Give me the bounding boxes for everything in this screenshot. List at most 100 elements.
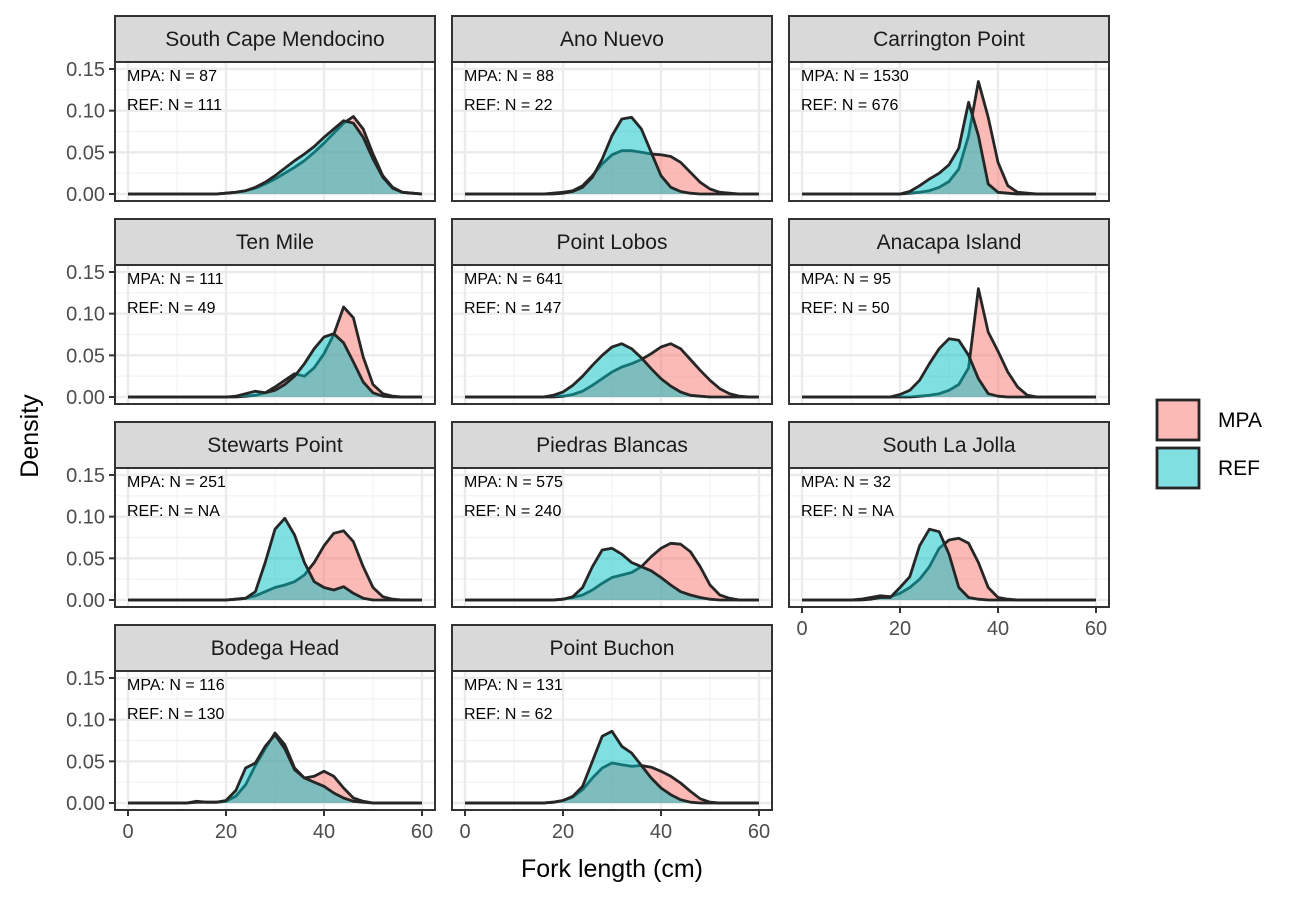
density-line-ref	[128, 733, 422, 805]
density-line-ref	[128, 516, 422, 602]
x-tick-label: 20	[889, 618, 911, 640]
x-tick-label: 40	[987, 618, 1009, 640]
legend-label: MPA	[1218, 409, 1262, 432]
legend-item-mpa: MPA	[1155, 398, 1262, 442]
panel-south-la-jolla: MPA: N = 32 REF: N = NA South La Jolla 0 20 4…	[788, 421, 1110, 640]
y-tick-label: 0.15	[66, 668, 105, 690]
strip-background	[114, 218, 436, 266]
ref-count-label: REF: N = 50	[801, 300, 890, 317]
strip-title: Point Lobos	[557, 231, 668, 254]
density-area-mpa	[128, 530, 422, 600]
panels-layer: MPA: N = 87 REF: N = 111 South Cape Mendoc…	[66, 15, 1110, 843]
ref-count-label: REF: N = 22	[464, 97, 553, 114]
legend: MPA REF	[1155, 398, 1262, 490]
x-tick-label: 60	[411, 821, 433, 843]
strip-title: South La Jolla	[882, 434, 1015, 457]
strip-title: South Cape Mendocino	[165, 28, 385, 51]
strip-title: Ten Mile	[236, 231, 314, 254]
strip-background	[451, 15, 773, 63]
ref-count-label: REF: N = 240	[464, 503, 561, 520]
density-area-ref	[465, 731, 759, 803]
y-axis-title: Density	[16, 394, 44, 478]
mpa-count-label: MPA: N = 87	[127, 68, 217, 85]
x-axis: 0 20 40 60	[796, 607, 1107, 640]
y-tick-label: 0.00	[66, 793, 105, 815]
strip-background	[788, 15, 1110, 63]
y-tick-label: 0.10	[66, 507, 105, 529]
density-area-ref	[128, 734, 422, 803]
density-line-ref	[128, 119, 423, 196]
density-area-ref	[465, 117, 759, 194]
density-area-ref	[465, 343, 759, 397]
y-axis: 0.00 0.05 0.10 0.15	[66, 59, 115, 206]
x-tick-label: 60	[1085, 618, 1107, 640]
strip-background	[114, 624, 436, 672]
density-area-ref	[802, 529, 1096, 600]
density-area-ref	[465, 548, 759, 600]
mpa-count-label: MPA: N = 95	[801, 271, 891, 288]
y-axis: 0.00 0.05 0.10 0.15	[66, 668, 115, 815]
mpa-count-label: MPA: N = 641	[464, 271, 563, 288]
density-line-ref	[128, 332, 422, 399]
density-area-ref	[128, 333, 422, 397]
y-axis: 0.00 0.05 0.10 0.15	[66, 262, 115, 409]
y-tick-label: 0.15	[66, 465, 105, 487]
panel-carrington-point: MPA: N = 1530 REF: N = 676 Carrington Poin…	[788, 15, 1110, 202]
legend-swatch-mpa	[1155, 398, 1201, 442]
y-tick-label: 0.10	[66, 101, 105, 123]
panel-grid	[115, 265, 435, 404]
mpa-count-label: MPA: N = 116	[127, 677, 225, 694]
density-line-ref	[802, 100, 1096, 196]
density-area-ref	[802, 338, 1096, 397]
x-axis-title: Fork length (cm)	[521, 855, 703, 883]
strip-background	[788, 421, 1110, 469]
panel-point-buchon: MPA: N = 131 REF: N = 62 Point Buchon 0 20 40…	[451, 624, 773, 843]
x-axis: 0 20 40 60	[122, 810, 433, 843]
strip-background	[451, 421, 773, 469]
mpa-count-label: MPA: N = 575	[464, 474, 563, 491]
x-tick-label: 0	[122, 821, 133, 843]
mpa-count-label: MPA: N = 1530	[801, 68, 909, 85]
strip-title: Stewarts Point	[207, 434, 343, 457]
x-tick-label: 60	[748, 821, 770, 843]
y-tick-label: 0.10	[66, 304, 105, 326]
mpa-count-label: MPA: N = 131	[464, 677, 563, 694]
strip-title: Bodega Head	[211, 637, 339, 660]
panel-anacapa-island: MPA: N = 95 REF: N = 50 Anacapa Island	[788, 218, 1110, 405]
density-area-ref	[128, 120, 422, 194]
strip-title: Point Buchon	[550, 637, 675, 660]
y-tick-label: 0.10	[66, 710, 105, 732]
y-tick-label: 0.00	[66, 184, 105, 206]
x-tick-label: 0	[796, 618, 807, 640]
legend-label: REF	[1218, 457, 1260, 480]
mpa-count-label: MPA: N = 251	[127, 474, 226, 491]
x-tick-label: 40	[313, 821, 335, 843]
x-axis: 0 20 40 60	[459, 810, 770, 843]
mpa-count-label: MPA: N = 111	[127, 271, 224, 288]
x-tick-label: 0	[459, 821, 470, 843]
legend-item-ref: REF	[1155, 446, 1260, 490]
x-tick-label: 20	[552, 821, 574, 843]
density-line-ref	[465, 729, 759, 805]
density-area-ref	[802, 102, 1096, 194]
x-tick-label: 20	[215, 821, 237, 843]
density-line-ref	[802, 527, 1096, 602]
strip-title: Anacapa Island	[877, 231, 1022, 254]
ref-count-label: REF: N = NA	[801, 503, 894, 520]
ref-count-label: REF: N = 111	[127, 97, 222, 114]
ref-count-label: REF: N = 130	[127, 706, 224, 723]
density-area-mpa	[465, 343, 759, 397]
panel-point-lobos: MPA: N = 641 REF: N = 147 Point Lobos	[451, 218, 773, 405]
strip-background	[788, 218, 1110, 266]
ref-count-label: REF: N = 62	[464, 706, 553, 723]
panel-ano-nuevo: MPA: N = 88 REF: N = 22 Ano Nuevo	[451, 15, 773, 202]
density-area-mpa	[465, 543, 759, 600]
strip-background	[114, 421, 436, 469]
strip-background	[451, 218, 773, 266]
legend-swatch-ref	[1155, 446, 1201, 490]
y-tick-label: 0.05	[66, 751, 105, 773]
strip-title: Ano Nuevo	[560, 28, 664, 51]
